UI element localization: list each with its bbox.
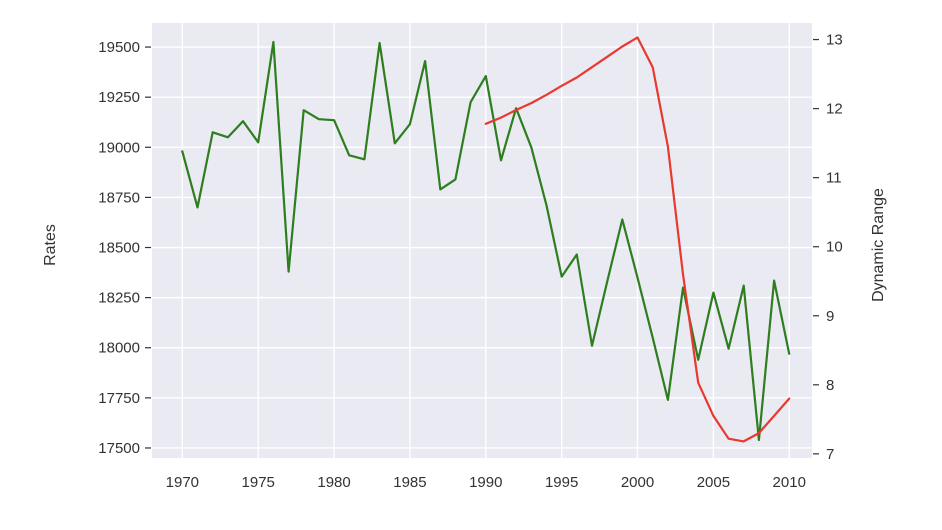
x-tick-label: 2005 xyxy=(697,474,730,491)
x-tick-label: 1990 xyxy=(469,474,502,491)
right-axis: 7 8 9 10 11 12 13 xyxy=(813,32,843,463)
x-tick-label: 1975 xyxy=(242,474,275,491)
x-tick-label: 1970 xyxy=(166,474,199,491)
series-layer xyxy=(181,36,791,443)
y2-tick-label: 8 xyxy=(826,377,834,394)
x-tick-label: 1980 xyxy=(317,474,350,491)
y-tick-label: 17500 xyxy=(98,440,140,457)
y2-tick-label: 11 xyxy=(826,170,842,187)
y2-axis-title: Dynamic Range xyxy=(870,188,887,302)
y-tick-label: 17750 xyxy=(98,390,140,407)
y-tick-label: 19250 xyxy=(98,89,140,106)
y-tick-label: 18750 xyxy=(98,189,140,206)
y-tick-label: 18250 xyxy=(98,290,140,307)
x-tick-label: 1995 xyxy=(545,474,578,491)
plot-background xyxy=(152,23,812,458)
x-tick-label: 2000 xyxy=(621,474,654,491)
x-tick-label: 2010 xyxy=(773,474,806,491)
y-tick-label: 18000 xyxy=(98,340,140,357)
y2-tick-label: 7 xyxy=(826,446,834,463)
y2-tick-label: 9 xyxy=(826,308,834,325)
grid xyxy=(152,23,812,458)
x-tick-label: 1985 xyxy=(393,474,426,491)
y-tick-label: 19000 xyxy=(98,139,140,156)
y-tick-label: 18500 xyxy=(98,240,140,257)
y2-tick-label: 10 xyxy=(826,239,843,256)
y-axis-title: Rates xyxy=(42,224,59,266)
y2-tick-label: 13 xyxy=(826,32,843,49)
x-axis: 1970 1975 1980 1985 1990 1995 2000 2005 2010 xyxy=(166,474,806,491)
series-line-right xyxy=(484,36,791,443)
y-tick-label: 19500 xyxy=(98,39,140,56)
y2-tick-label: 12 xyxy=(826,101,843,118)
left-axis: 17500 17750 18000 18250 18500 18750 19000 19250… xyxy=(98,39,151,457)
